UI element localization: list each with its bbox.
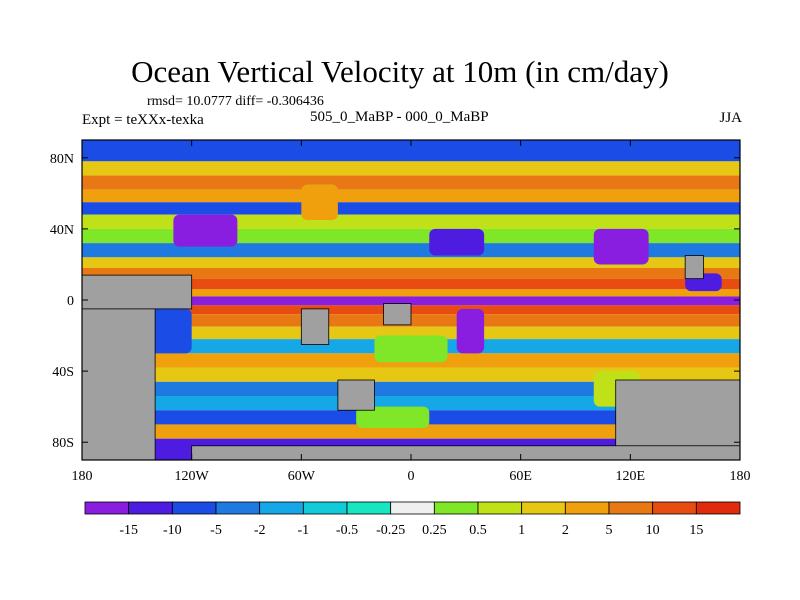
y-tick-label-3: 40S [52, 365, 74, 380]
colorbar-label-12: 10 [646, 523, 660, 538]
chart-title: Ocean Vertical Velocity at 10m (in cm/da… [131, 54, 669, 89]
x-tick-label-1: 120W [175, 469, 210, 484]
colorbar-swatch-5 [302, 501, 348, 515]
x-tick-label-5: 120E [616, 469, 646, 484]
colorbar-swatch-7 [390, 501, 435, 515]
zonal-band-10 [82, 278, 740, 290]
x-tick-label-0: 180 [72, 469, 93, 484]
colorbar-swatch-14 [695, 501, 741, 515]
colorbar-label-1: -10 [163, 523, 182, 538]
zonal-band-12 [82, 296, 740, 306]
zonal-band-8 [82, 257, 740, 268]
velocity-field [82, 140, 740, 460]
colorbar-label-3: -2 [254, 523, 266, 538]
zonal-band-9 [82, 268, 740, 279]
zonal-band-0 [82, 140, 740, 162]
season-label: JJA [719, 110, 742, 126]
colorbar-swatch-10 [521, 501, 566, 515]
colorbar-label-4: -1 [297, 523, 309, 538]
colorbar-label-10: 2 [562, 523, 569, 538]
land-north-america [81, 274, 193, 310]
zonal-band-4 [82, 202, 740, 215]
colorbar-swatch-1 [128, 501, 173, 515]
zonal-band-18 [82, 367, 740, 382]
colorbar-label-11: 5 [606, 523, 613, 538]
colorbar-label-9: 1 [518, 523, 525, 538]
y-tick-label-1: 40N [50, 223, 74, 238]
zonal-band-5 [82, 214, 740, 229]
colorbar: -15 -10 -5 -2 -1 -0.5 -0.25 0.25 0.5 1 2 5 10 15 [84, 501, 741, 538]
x-tick-label-6: 180 [730, 469, 751, 484]
colorbar-swatch-3 [215, 501, 261, 515]
colorbar-swatch-9 [477, 501, 523, 515]
land-south-america [300, 308, 330, 345]
colorbar-swatch-0 [84, 501, 130, 515]
anomaly-patch-0 [173, 214, 238, 247]
land-mask [81, 255, 741, 461]
anomaly-patch-1 [301, 184, 338, 220]
colorbar-swatch-13 [652, 501, 697, 515]
land-antarctica [191, 445, 741, 461]
y-tick-label-4: 80S [52, 436, 74, 451]
colorbar-label-2: -5 [210, 523, 222, 538]
zonal-band-19 [82, 381, 740, 396]
zonal-band-6 [82, 228, 740, 244]
colorbar-label-0: -15 [119, 523, 138, 538]
anomaly-patch-7 [456, 308, 485, 354]
difference-label: 505_0_MaBP - 000_0_MaBP [310, 109, 489, 125]
colorbar-swatch-6 [346, 501, 392, 515]
land-africa-west [383, 303, 412, 326]
land-south-atlantic-island [337, 379, 375, 411]
anomaly-patch-3 [593, 228, 649, 265]
land-asia-east [684, 255, 704, 280]
zonal-band-11 [82, 289, 740, 297]
zonal-band-2 [82, 175, 740, 190]
land-west-landmass [81, 308, 156, 461]
y-tick-label-2: 0 [67, 294, 74, 309]
colorbar-swatch-8 [433, 501, 479, 515]
zonal-band-20 [82, 396, 740, 411]
zonal-band-1 [82, 161, 740, 176]
x-tick-label-3: 0 [408, 469, 415, 484]
anomaly-patch-9 [356, 406, 430, 428]
anomaly-patch-6 [374, 335, 448, 363]
rmsd-diff-stats: rmsd= 10.0777 diff= -0.306436 [147, 94, 324, 109]
y-axis: 80N 40N 0 40S 80S [50, 152, 740, 451]
colorbar-swatch-12 [608, 501, 654, 515]
colorbar-label-13: 15 [689, 523, 703, 538]
colorbar-swatch-4 [259, 501, 304, 515]
y-tick-label-0: 80N [50, 152, 74, 167]
zonal-band-15 [82, 326, 740, 340]
colorbar-label-8: 0.5 [469, 523, 487, 538]
zonal-band-3 [82, 189, 740, 203]
colorbar-label-6: -0.25 [376, 523, 405, 538]
colorbar-swatch-2 [171, 501, 217, 515]
x-tick-label-4: 60E [509, 469, 532, 484]
zonal-band-22 [82, 424, 740, 439]
x-tick-label-2: 60W [288, 469, 316, 484]
zonal-band-7 [82, 243, 740, 258]
colorbar-swatch-11 [564, 501, 610, 515]
anomaly-patch-2 [429, 228, 485, 256]
colorbar-label-5: -0.5 [336, 523, 358, 538]
colorbar-label-7: 0.25 [422, 523, 447, 538]
x-axis: 180 120W 60W 0 60E 120E 180 [72, 140, 751, 484]
experiment-label: Expt = teXXx-texka [82, 112, 204, 128]
